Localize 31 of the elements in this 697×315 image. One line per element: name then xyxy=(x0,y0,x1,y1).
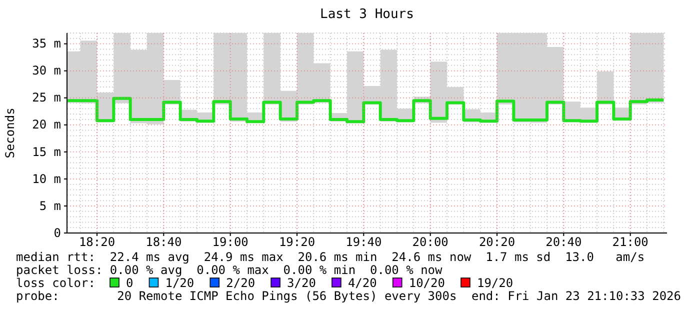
x-tick-label: 20:40 xyxy=(546,235,582,250)
y-axis-title: Seconds xyxy=(3,108,17,158)
legend-label: 4/20 xyxy=(348,276,377,290)
chart-title: Last 3 Hours xyxy=(320,7,414,22)
y-tick-label: 20 m xyxy=(32,118,61,132)
x-tick-label: 20:20 xyxy=(478,235,516,250)
legend-title: loss color: xyxy=(16,276,96,290)
y-tick-label: 10 m xyxy=(32,172,61,186)
text: packet loss: 0.00 % avg 0.00 % max 0.00 % min 0.00 % now xyxy=(16,263,444,277)
text: probe: 20 Remote ICMP Echo Pings (56 Bytes) every 300s xyxy=(16,289,457,303)
x-tick-label: 21:00 xyxy=(612,235,648,250)
x-tick-label: 18:20 xyxy=(78,235,116,250)
x-tick-label: 19:40 xyxy=(346,235,382,250)
x-tick-label: 18:40 xyxy=(146,235,182,250)
legend-label: 3/20 xyxy=(287,276,316,290)
y-tick-label: 0 xyxy=(54,226,61,240)
legend-label: 1/20 xyxy=(165,276,194,290)
legend-label: 2/20 xyxy=(226,276,256,290)
x-tick-label: 20:00 xyxy=(412,235,448,250)
text: end: Fri Jan 23 21:10:33 2026 xyxy=(471,289,681,303)
legend-label: 10/20 xyxy=(408,276,445,290)
y-tick-label: 25 m xyxy=(32,90,61,105)
y-tick-label: 30 m xyxy=(32,64,61,78)
y-tick-label: 5 m xyxy=(39,198,61,213)
x-tick-label: 19:20 xyxy=(278,235,316,250)
legend-label: 19/20 xyxy=(476,276,514,290)
y-tick-label: 15 m xyxy=(32,144,61,159)
legend-label: 0 xyxy=(126,276,134,290)
text: median rtt: 22.4 ms avg 24.9 ms max 20.6 ms min 24.6 ms now 1.7 ms sd 13.0 am/s xyxy=(16,250,645,264)
y-tick-label: 35 m xyxy=(32,36,61,51)
x-tick-label: 19:00 xyxy=(212,235,248,250)
